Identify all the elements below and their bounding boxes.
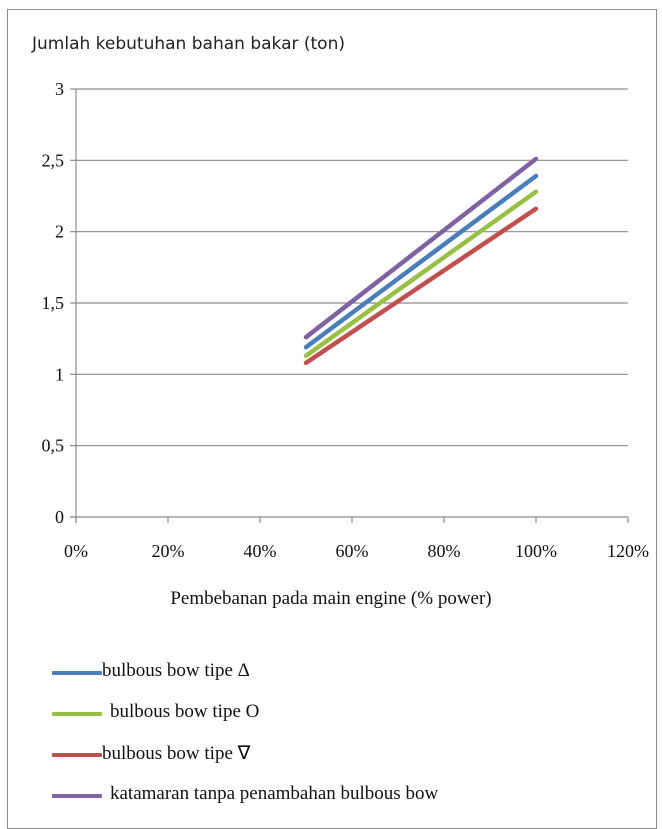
y-tick-label: 2 — [55, 222, 64, 242]
y-tick-label: 0,5 — [42, 436, 65, 456]
legend-label: katamaran tanpa penambahan bulbous bow — [110, 783, 439, 804]
series-line-1 — [303, 173, 539, 350]
legend-label: bulbous bow tipe Δ — [102, 660, 250, 681]
x-tick-label: 100% — [515, 541, 557, 561]
y-tick-label: 1,5 — [42, 293, 65, 313]
x-axis-title: Pembebanan pada main engine (% power) — [170, 588, 492, 609]
x-tick-label: 60% — [336, 541, 369, 561]
legend-label: bulbous bow tipe ∇ — [102, 743, 251, 764]
chart-frame — [7, 9, 657, 829]
x-tick-label: 120% — [607, 541, 649, 561]
y-tick-labels: 0 0,5 1 1,5 2 2,5 3 — [42, 79, 65, 527]
legend-swatch — [52, 753, 102, 757]
y-tick-label: 2,5 — [42, 150, 65, 170]
series-line-3 — [303, 206, 539, 366]
y-axis-title: Jumlah kebutuhan bahan bakar (ton) — [32, 34, 345, 54]
x-tick-label: 80% — [428, 541, 461, 561]
y-tick-label: 0 — [55, 507, 64, 527]
legend-label: bulbous bow tipe O — [110, 701, 260, 722]
x-tick-label: 40% — [244, 541, 277, 561]
x-tick-label: 0% — [64, 541, 88, 561]
series-lines — [303, 156, 539, 366]
x-tick-labels: 0% 20% 40% 60% 80% 100% 120% — [64, 541, 649, 561]
series-line-2 — [303, 189, 539, 359]
y-tick-label: 3 — [55, 79, 64, 99]
gridlines — [76, 88, 628, 447]
series-line-4 — [303, 156, 539, 340]
axes — [70, 88, 629, 523]
legend-swatch — [52, 712, 102, 716]
legend-swatch — [52, 671, 102, 675]
y-tick-label: 1 — [55, 364, 64, 384]
x-tick-label: 20% — [152, 541, 185, 561]
legend-swatch — [52, 794, 102, 798]
